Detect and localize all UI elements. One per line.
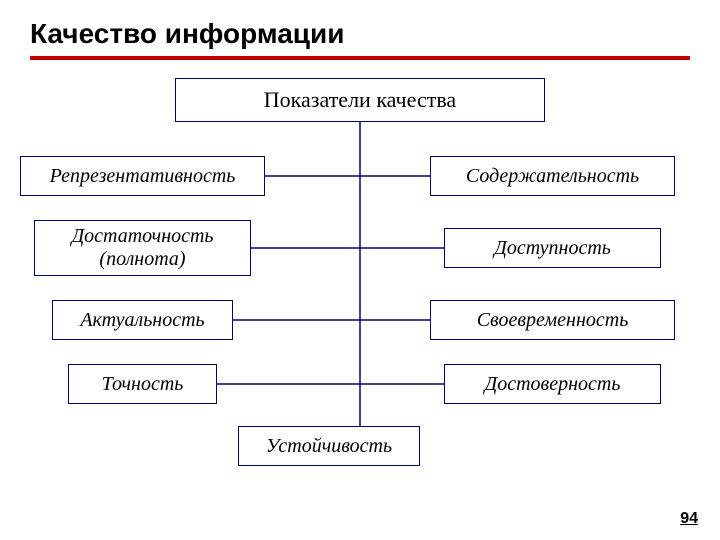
- page-number: 94: [680, 510, 698, 528]
- node-n1: Репрезентативность: [20, 156, 265, 196]
- diagram-area: Показатели качества Репрезентативность Сод…: [0, 60, 720, 500]
- node-n2: Содержательность: [430, 156, 675, 196]
- node-n9: Устойчивость: [238, 426, 420, 466]
- node-n7: Точность: [68, 364, 217, 404]
- root-node: Показатели качества: [175, 78, 545, 122]
- node-n6: Своевременность: [430, 300, 675, 340]
- node-n8: Достоверность: [444, 364, 661, 404]
- node-n3: Достаточность(полнота): [34, 220, 251, 276]
- node-n5: Актуальность: [52, 300, 233, 340]
- node-n4: Доступность: [444, 228, 661, 268]
- slide-title: Качество информации: [0, 0, 720, 56]
